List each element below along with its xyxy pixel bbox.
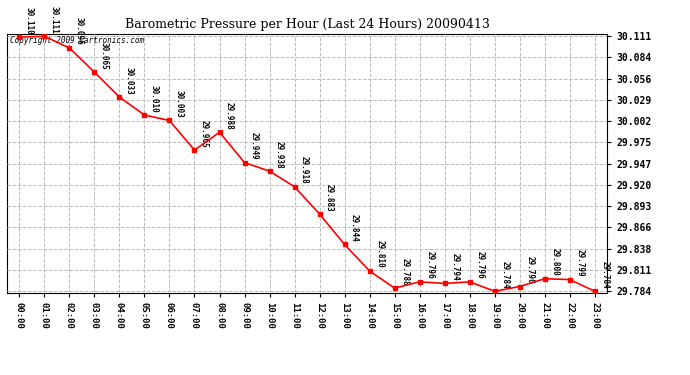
Text: 29.790: 29.790 <box>525 256 534 284</box>
Text: 30.003: 30.003 <box>175 90 184 118</box>
Text: 29.988: 29.988 <box>225 102 234 129</box>
Text: 29.799: 29.799 <box>575 249 584 277</box>
Text: Copyright 2009 Cartronics.com: Copyright 2009 Cartronics.com <box>10 36 144 45</box>
Text: 30.033: 30.033 <box>125 67 134 94</box>
Text: 30.111: 30.111 <box>50 6 59 33</box>
Text: 29.918: 29.918 <box>300 156 309 184</box>
Text: 29.784: 29.784 <box>500 261 509 288</box>
Text: 29.784: 29.784 <box>600 261 609 288</box>
Text: 29.844: 29.844 <box>350 214 359 242</box>
Text: 30.065: 30.065 <box>100 42 109 69</box>
Text: 29.800: 29.800 <box>550 248 559 276</box>
Text: 30.110: 30.110 <box>25 6 34 34</box>
Text: 30.096: 30.096 <box>75 18 84 45</box>
Text: 29.938: 29.938 <box>275 141 284 168</box>
Title: Barometric Pressure per Hour (Last 24 Hours) 20090413: Barometric Pressure per Hour (Last 24 Ho… <box>125 18 489 31</box>
Text: 29.883: 29.883 <box>325 183 334 211</box>
Text: 29.810: 29.810 <box>375 240 384 268</box>
Text: 29.796: 29.796 <box>425 251 434 279</box>
Text: 30.010: 30.010 <box>150 84 159 112</box>
Text: 29.788: 29.788 <box>400 258 409 285</box>
Text: 29.794: 29.794 <box>450 253 459 280</box>
Text: 29.949: 29.949 <box>250 132 259 160</box>
Text: 29.796: 29.796 <box>475 251 484 279</box>
Text: 29.965: 29.965 <box>200 120 209 147</box>
